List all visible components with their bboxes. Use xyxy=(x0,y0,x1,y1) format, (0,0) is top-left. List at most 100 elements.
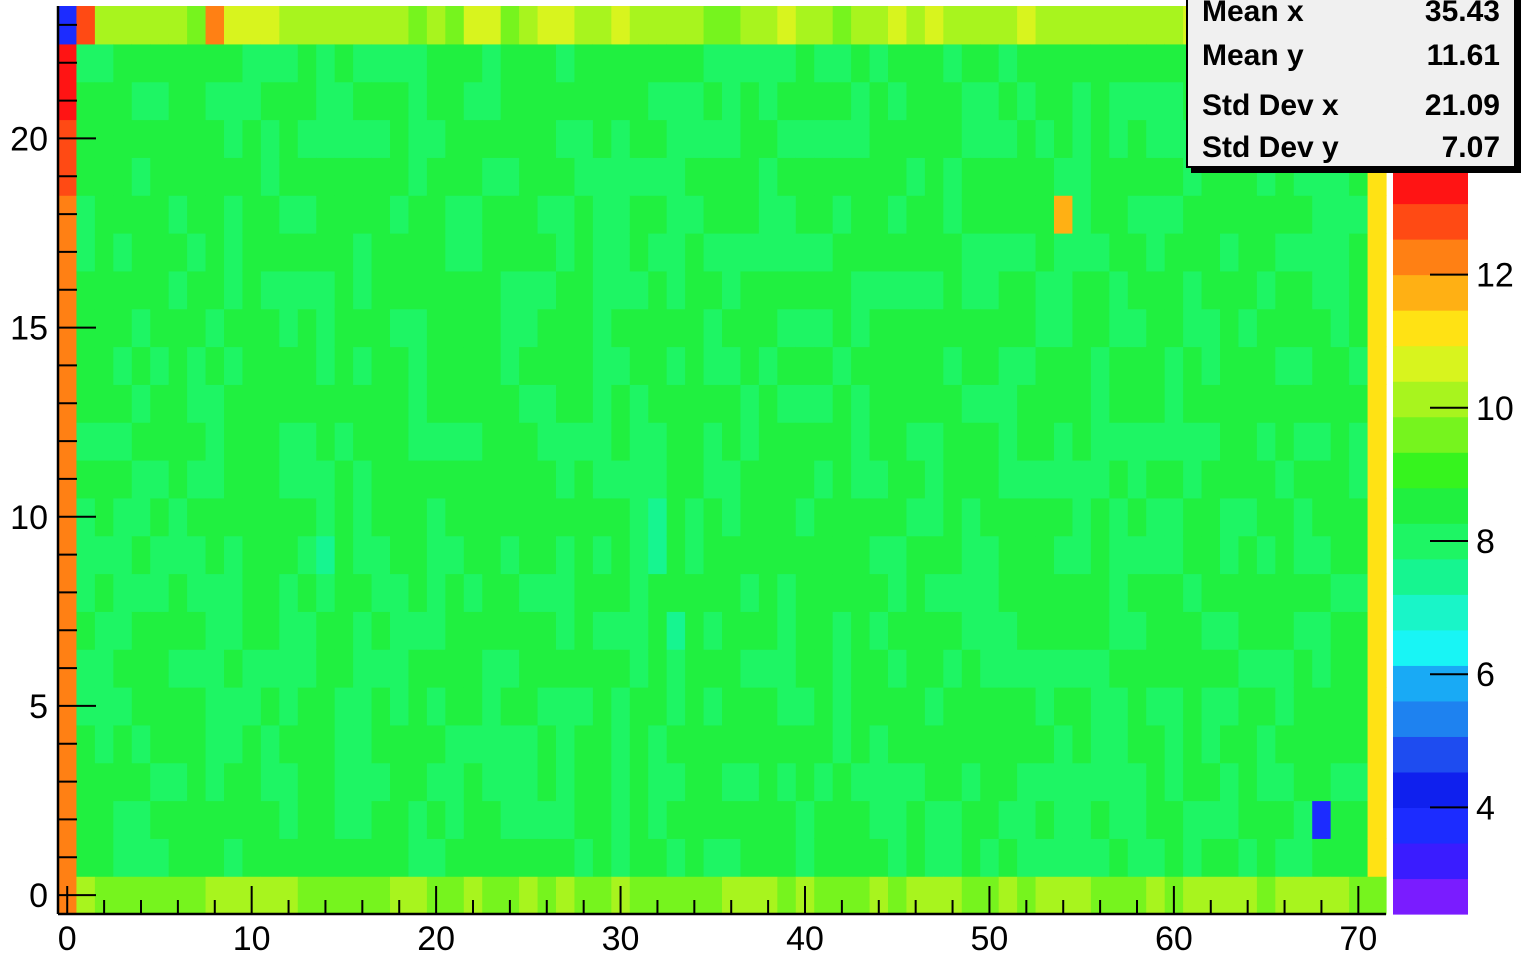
heatmap-cell xyxy=(205,649,225,688)
heatmap-cell xyxy=(371,422,391,461)
heatmap-cell xyxy=(1312,384,1332,423)
heatmap-cell xyxy=(980,611,1000,650)
heatmap-cell xyxy=(1367,724,1387,764)
heatmap-cell xyxy=(1146,876,1166,915)
heatmap-cell xyxy=(334,460,354,499)
heatmap-cell xyxy=(703,573,723,612)
heatmap-cell xyxy=(150,497,170,537)
heatmap-cell xyxy=(187,157,207,196)
heatmap-cell xyxy=(556,6,576,45)
heatmap-cell xyxy=(592,649,612,688)
heatmap-cell xyxy=(703,119,723,158)
heatmap-cell xyxy=(1090,308,1110,348)
heatmap-cell xyxy=(353,724,373,764)
heatmap-cell xyxy=(1072,422,1092,461)
heatmap-cell xyxy=(426,157,446,196)
heatmap-cell xyxy=(150,6,170,45)
heatmap-cell xyxy=(408,233,428,272)
heatmap-cell xyxy=(611,497,631,537)
heatmap-cell xyxy=(1017,838,1037,877)
heatmap-cell xyxy=(500,687,520,726)
heatmap-cell xyxy=(1109,157,1129,196)
heatmap-cell xyxy=(980,649,1000,688)
heatmap-cell xyxy=(94,460,114,499)
stats-box: Mean x 35.43 Mean y 11.61 Std Dev x 21.0… xyxy=(1186,0,1516,168)
heatmap-cell xyxy=(242,233,262,272)
heatmap-cell xyxy=(353,119,373,158)
heatmap-cell xyxy=(390,346,410,385)
heatmap-cell xyxy=(224,762,244,802)
heatmap-cell xyxy=(224,649,244,688)
heatmap-cell xyxy=(851,119,871,158)
heatmap-cell xyxy=(556,346,576,385)
heatmap-cell xyxy=(795,195,815,234)
heatmap-cell xyxy=(260,535,280,575)
heatmap-cell xyxy=(205,81,225,121)
heatmap-cell xyxy=(832,81,852,121)
heatmap-cell xyxy=(777,497,797,537)
heatmap-cell xyxy=(998,384,1018,423)
heatmap-cell xyxy=(1201,497,1221,537)
heatmap-cell xyxy=(1035,43,1055,83)
heatmap-cell xyxy=(260,384,280,423)
heatmap-cell xyxy=(943,838,963,877)
heatmap-cell xyxy=(611,460,631,499)
heatmap-cell xyxy=(574,346,594,385)
heatmap-cell xyxy=(1183,800,1203,839)
heatmap-cell xyxy=(482,233,502,272)
heatmap-cell xyxy=(187,119,207,158)
heatmap-cell xyxy=(685,81,705,121)
heatmap-cell xyxy=(556,270,576,310)
heatmap-cell xyxy=(297,838,317,877)
heatmap-cell xyxy=(131,460,151,499)
heatmap-cell xyxy=(961,573,981,612)
heatmap-cell xyxy=(998,497,1018,537)
heatmap-cell xyxy=(1127,649,1147,688)
heatmap-cell xyxy=(1090,195,1110,234)
palette-swatch xyxy=(1393,487,1468,524)
heatmap-cell xyxy=(814,497,834,537)
heatmap-cell xyxy=(316,43,336,83)
heatmap-cell xyxy=(611,762,631,802)
heatmap-cell xyxy=(94,270,114,310)
heatmap-cell xyxy=(1238,838,1258,877)
heatmap-cell xyxy=(998,649,1018,688)
heatmap-cell xyxy=(1220,497,1240,537)
heatmap-cell xyxy=(556,497,576,537)
heatmap-cell xyxy=(1054,876,1074,915)
heatmap-cell xyxy=(1127,43,1147,83)
heatmap-cell xyxy=(648,611,668,650)
heatmap-cell xyxy=(445,687,465,726)
heatmap-cell xyxy=(1090,611,1110,650)
heatmap-cell xyxy=(1183,233,1203,272)
heatmap-cell xyxy=(426,308,446,348)
heatmap-cell xyxy=(445,573,465,612)
heatmap-cell xyxy=(851,460,871,499)
heatmap-cell xyxy=(1183,611,1203,650)
heatmap-cell xyxy=(94,838,114,877)
heatmap-cell xyxy=(279,800,299,839)
heatmap-cell xyxy=(1201,838,1221,877)
heatmap-cell xyxy=(924,762,944,802)
heatmap-cell xyxy=(297,649,317,688)
heatmap-cell xyxy=(1293,308,1313,348)
heatmap-cell xyxy=(334,308,354,348)
heatmap-cell xyxy=(260,573,280,612)
heatmap-cell xyxy=(1349,384,1369,423)
heatmap-cell xyxy=(685,422,705,461)
heatmap-cell xyxy=(814,422,834,461)
heatmap-cell xyxy=(187,308,207,348)
heatmap-cell xyxy=(832,270,852,310)
heatmap-cell xyxy=(482,611,502,650)
heatmap-cell xyxy=(519,535,539,575)
heatmap-cell xyxy=(113,270,133,310)
heatmap-cell xyxy=(629,43,649,83)
heatmap-cell xyxy=(1146,838,1166,877)
heatmap-cell xyxy=(1367,687,1387,726)
heatmap-cell xyxy=(500,270,520,310)
heatmap-cell xyxy=(1164,233,1184,272)
heatmap-cell xyxy=(168,422,188,461)
heatmap-cell xyxy=(851,384,871,423)
heatmap-cell xyxy=(500,422,520,461)
heatmap-cell xyxy=(814,687,834,726)
